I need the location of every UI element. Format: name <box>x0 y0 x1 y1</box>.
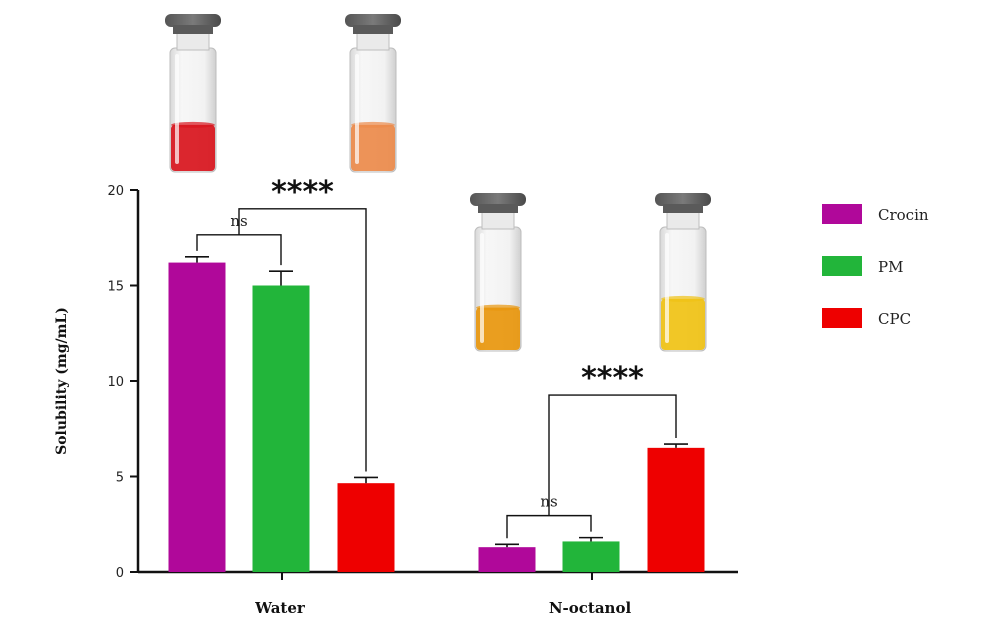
legend-swatch <box>822 256 862 276</box>
x-category-label: N-octanol <box>549 599 632 617</box>
legend-label: CPC <box>878 310 911 328</box>
vial-photo <box>165 14 221 173</box>
vial-neck <box>176 31 210 51</box>
vial-cap-rim <box>478 204 518 213</box>
bar <box>562 541 620 572</box>
bar <box>168 262 226 572</box>
vial-highlight <box>480 233 484 343</box>
bar <box>647 447 705 572</box>
bar <box>252 285 310 572</box>
vial-photo <box>345 14 401 173</box>
vial-liquid <box>661 298 705 350</box>
legend-swatch <box>822 308 862 328</box>
vial-cap-rim <box>173 25 213 34</box>
vial-photo <box>655 193 711 352</box>
vial-cap-rim <box>353 25 393 34</box>
significance-bracket <box>238 208 367 472</box>
y-tick-label: 0 <box>116 566 124 581</box>
legend-label: Crocin <box>878 206 929 224</box>
y-tick-label: 10 <box>107 375 124 390</box>
x-category-label: Water <box>254 599 306 617</box>
vial-neck <box>666 210 700 230</box>
vial-meniscus <box>476 304 520 311</box>
vial-photo <box>470 193 526 352</box>
vial-liquid <box>351 124 395 171</box>
significance-bracket <box>196 234 282 266</box>
legend-label: PM <box>878 258 903 276</box>
significance-star-label: **** <box>581 361 644 396</box>
y-axis-title: Solubility (mg/mL) <box>54 307 70 455</box>
vial-neck <box>481 210 515 230</box>
bar <box>478 547 536 572</box>
significance-bracket <box>506 514 592 539</box>
vial-cap-rim <box>663 204 703 213</box>
vial-highlight <box>355 54 359 164</box>
vial-liquid <box>476 307 520 350</box>
vial-cap <box>470 193 526 206</box>
vial-cap <box>165 14 221 27</box>
vial-highlight <box>175 54 179 164</box>
vial-cap <box>345 14 401 27</box>
vial-highlight <box>665 233 669 343</box>
significance-bracket <box>548 394 677 516</box>
vial-meniscus <box>351 121 395 128</box>
y-tick-label: 20 <box>107 184 124 199</box>
significance-star-label: **** <box>271 175 334 210</box>
vial-cap <box>655 193 711 206</box>
vial-liquid <box>171 124 215 171</box>
y-tick-label: 15 <box>107 280 124 295</box>
vial-neck <box>356 31 390 51</box>
legend-swatch <box>822 204 862 224</box>
bar <box>337 483 395 572</box>
vial-meniscus <box>661 295 705 302</box>
vial-meniscus <box>171 121 215 128</box>
y-tick-label: 5 <box>116 471 124 486</box>
